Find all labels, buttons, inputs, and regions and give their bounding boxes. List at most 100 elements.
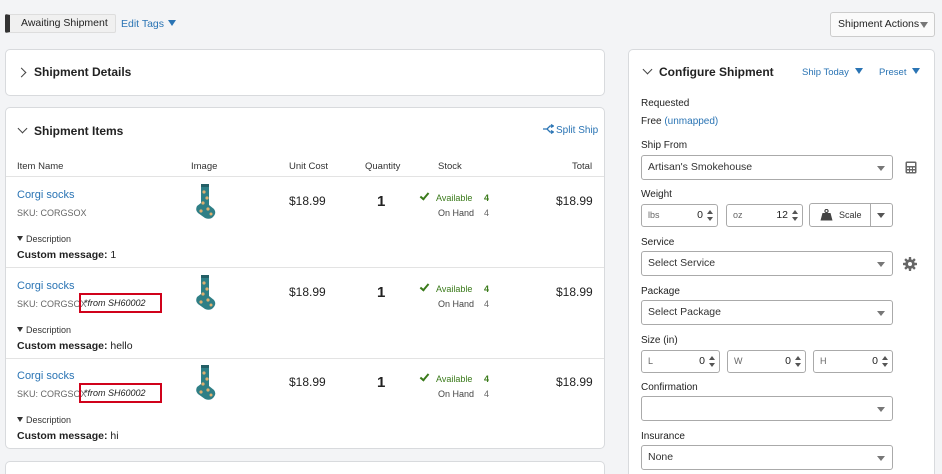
increment-icon[interactable] xyxy=(709,356,715,360)
edit-tags-label: Edit Tags xyxy=(121,18,164,30)
caret-down-icon xyxy=(920,22,928,28)
custom-message-value: hi xyxy=(110,430,119,442)
caret-down-icon xyxy=(168,20,176,26)
decrement-icon[interactable] xyxy=(882,363,888,367)
caret-down-icon xyxy=(17,236,23,241)
description-toggle[interactable]: Description xyxy=(17,325,71,335)
requested-service: Free xyxy=(641,116,662,127)
weight-lbs-input[interactable]: lbs 0 xyxy=(641,204,718,227)
decrement-icon[interactable] xyxy=(795,363,801,367)
on-hand-count: 4 xyxy=(484,389,490,399)
item-name-link[interactable]: Corgi socks xyxy=(17,189,75,201)
custom-message: Custom message: hi xyxy=(17,430,119,442)
shipment-actions-label: Shipment Actions xyxy=(838,18,920,30)
preset-button[interactable]: Preset xyxy=(879,67,921,78)
package-value: Select Package xyxy=(648,306,721,318)
quantity: 1 xyxy=(377,284,386,301)
table-row: Corgi socks SKU: CORGSOX *from SH60002 Desc… xyxy=(6,358,604,449)
preset-label: Preset xyxy=(879,67,907,78)
height-value: 0 xyxy=(872,355,878,367)
increment-icon[interactable] xyxy=(795,356,801,360)
next-section-card xyxy=(5,461,605,474)
service-select[interactable]: Select Service xyxy=(641,251,893,276)
size-label: Size (in) xyxy=(641,335,678,346)
unit-cost: $18.99 xyxy=(289,285,326,299)
description-toggle[interactable]: Description xyxy=(17,234,71,244)
shipment-details-title[interactable]: Shipment Details xyxy=(34,65,132,79)
gear-icon[interactable] xyxy=(903,257,917,271)
caret-down-icon xyxy=(877,262,885,267)
ship-from-select[interactable]: Artisan's Smokehouse xyxy=(641,155,893,180)
insurance-value: None xyxy=(648,451,674,463)
decrement-icon[interactable] xyxy=(709,363,715,367)
col-header-unit-cost: Unit Cost xyxy=(289,161,329,172)
unit-cost: $18.99 xyxy=(289,194,326,208)
weight-label: Weight xyxy=(641,189,672,200)
oz-value: 12 xyxy=(776,209,788,221)
custom-message-label: Custom message: xyxy=(17,340,108,352)
item-sku: SKU: CORGSOX xyxy=(17,299,87,309)
col-header-quantity: Quantity xyxy=(365,161,401,172)
custom-message: Custom message: hello xyxy=(17,340,133,352)
item-name-link[interactable]: Corgi socks xyxy=(17,370,75,382)
header-divider xyxy=(6,176,604,177)
split-icon xyxy=(543,123,555,135)
decrement-icon[interactable] xyxy=(707,217,713,221)
increment-icon[interactable] xyxy=(882,356,888,360)
increment-icon[interactable] xyxy=(792,210,798,214)
custom-message-value: 1 xyxy=(110,249,117,261)
service-value: Select Service xyxy=(648,257,716,269)
custom-message-label: Custom message: xyxy=(17,430,108,442)
scale-label: Scale xyxy=(839,210,862,220)
shipment-actions-button[interactable]: Shipment Actions xyxy=(830,12,935,37)
calculator-icon[interactable] xyxy=(905,161,917,174)
line-total: $18.99 xyxy=(556,375,593,389)
split-ship-button[interactable]: Split Ship xyxy=(542,123,598,136)
configure-shipment-title[interactable]: Configure Shipment xyxy=(659,65,774,79)
caret-down-icon xyxy=(854,68,863,74)
caret-down-icon xyxy=(877,456,885,461)
available-count: 4 xyxy=(484,284,490,294)
description-label: Description xyxy=(26,325,72,335)
sock-product-image xyxy=(196,184,216,219)
length-unit: L xyxy=(648,356,654,366)
line-total: $18.99 xyxy=(556,285,593,299)
weight-oz-input[interactable]: oz 12 xyxy=(726,204,803,227)
increment-icon[interactable] xyxy=(707,210,713,214)
caret-down-icon[interactable] xyxy=(877,213,885,218)
insurance-select[interactable]: None xyxy=(641,445,893,470)
check-icon xyxy=(419,281,430,292)
decrement-icon[interactable] xyxy=(792,217,798,221)
check-icon xyxy=(419,190,430,201)
custom-message-value: hello xyxy=(110,340,133,352)
confirmation-select[interactable] xyxy=(641,396,893,421)
width-unit: W xyxy=(734,356,743,366)
unmapped-link[interactable]: (unmapped) xyxy=(664,116,719,127)
shipment-items-title[interactable]: Shipment Items xyxy=(34,124,124,138)
sock-product-image xyxy=(196,275,216,310)
ship-today-button[interactable]: Ship Today xyxy=(802,67,863,78)
col-header-item-name: Item Name xyxy=(17,161,64,172)
table-row: Corgi socks SKU: CORGSOX Description Custom… xyxy=(6,177,604,268)
item-name-link[interactable]: Corgi socks xyxy=(17,280,75,292)
from-shipment-note: *from SH60002 xyxy=(79,293,162,313)
shipment-details-card[interactable] xyxy=(5,49,605,96)
scale-button[interactable]: Scale xyxy=(809,203,893,227)
top-bar: Awaiting Shipment Edit Tags Shipment Act… xyxy=(0,0,942,48)
custom-message-label: Custom message: xyxy=(17,249,108,261)
package-select[interactable]: Select Package xyxy=(641,300,893,325)
caret-down-icon xyxy=(912,68,921,74)
description-label: Description xyxy=(26,234,72,244)
quantity: 1 xyxy=(377,374,386,391)
custom-message: Custom message: 1 xyxy=(17,249,116,261)
confirmation-label: Confirmation xyxy=(641,382,698,393)
sock-product-image xyxy=(196,365,216,400)
description-toggle[interactable]: Description xyxy=(17,415,71,425)
description-label: Description xyxy=(26,415,72,425)
ship-today-label: Ship Today xyxy=(802,67,849,78)
edit-tags-button[interactable]: Edit Tags xyxy=(121,18,176,30)
item-sku: SKU: CORGSOX xyxy=(17,208,87,218)
